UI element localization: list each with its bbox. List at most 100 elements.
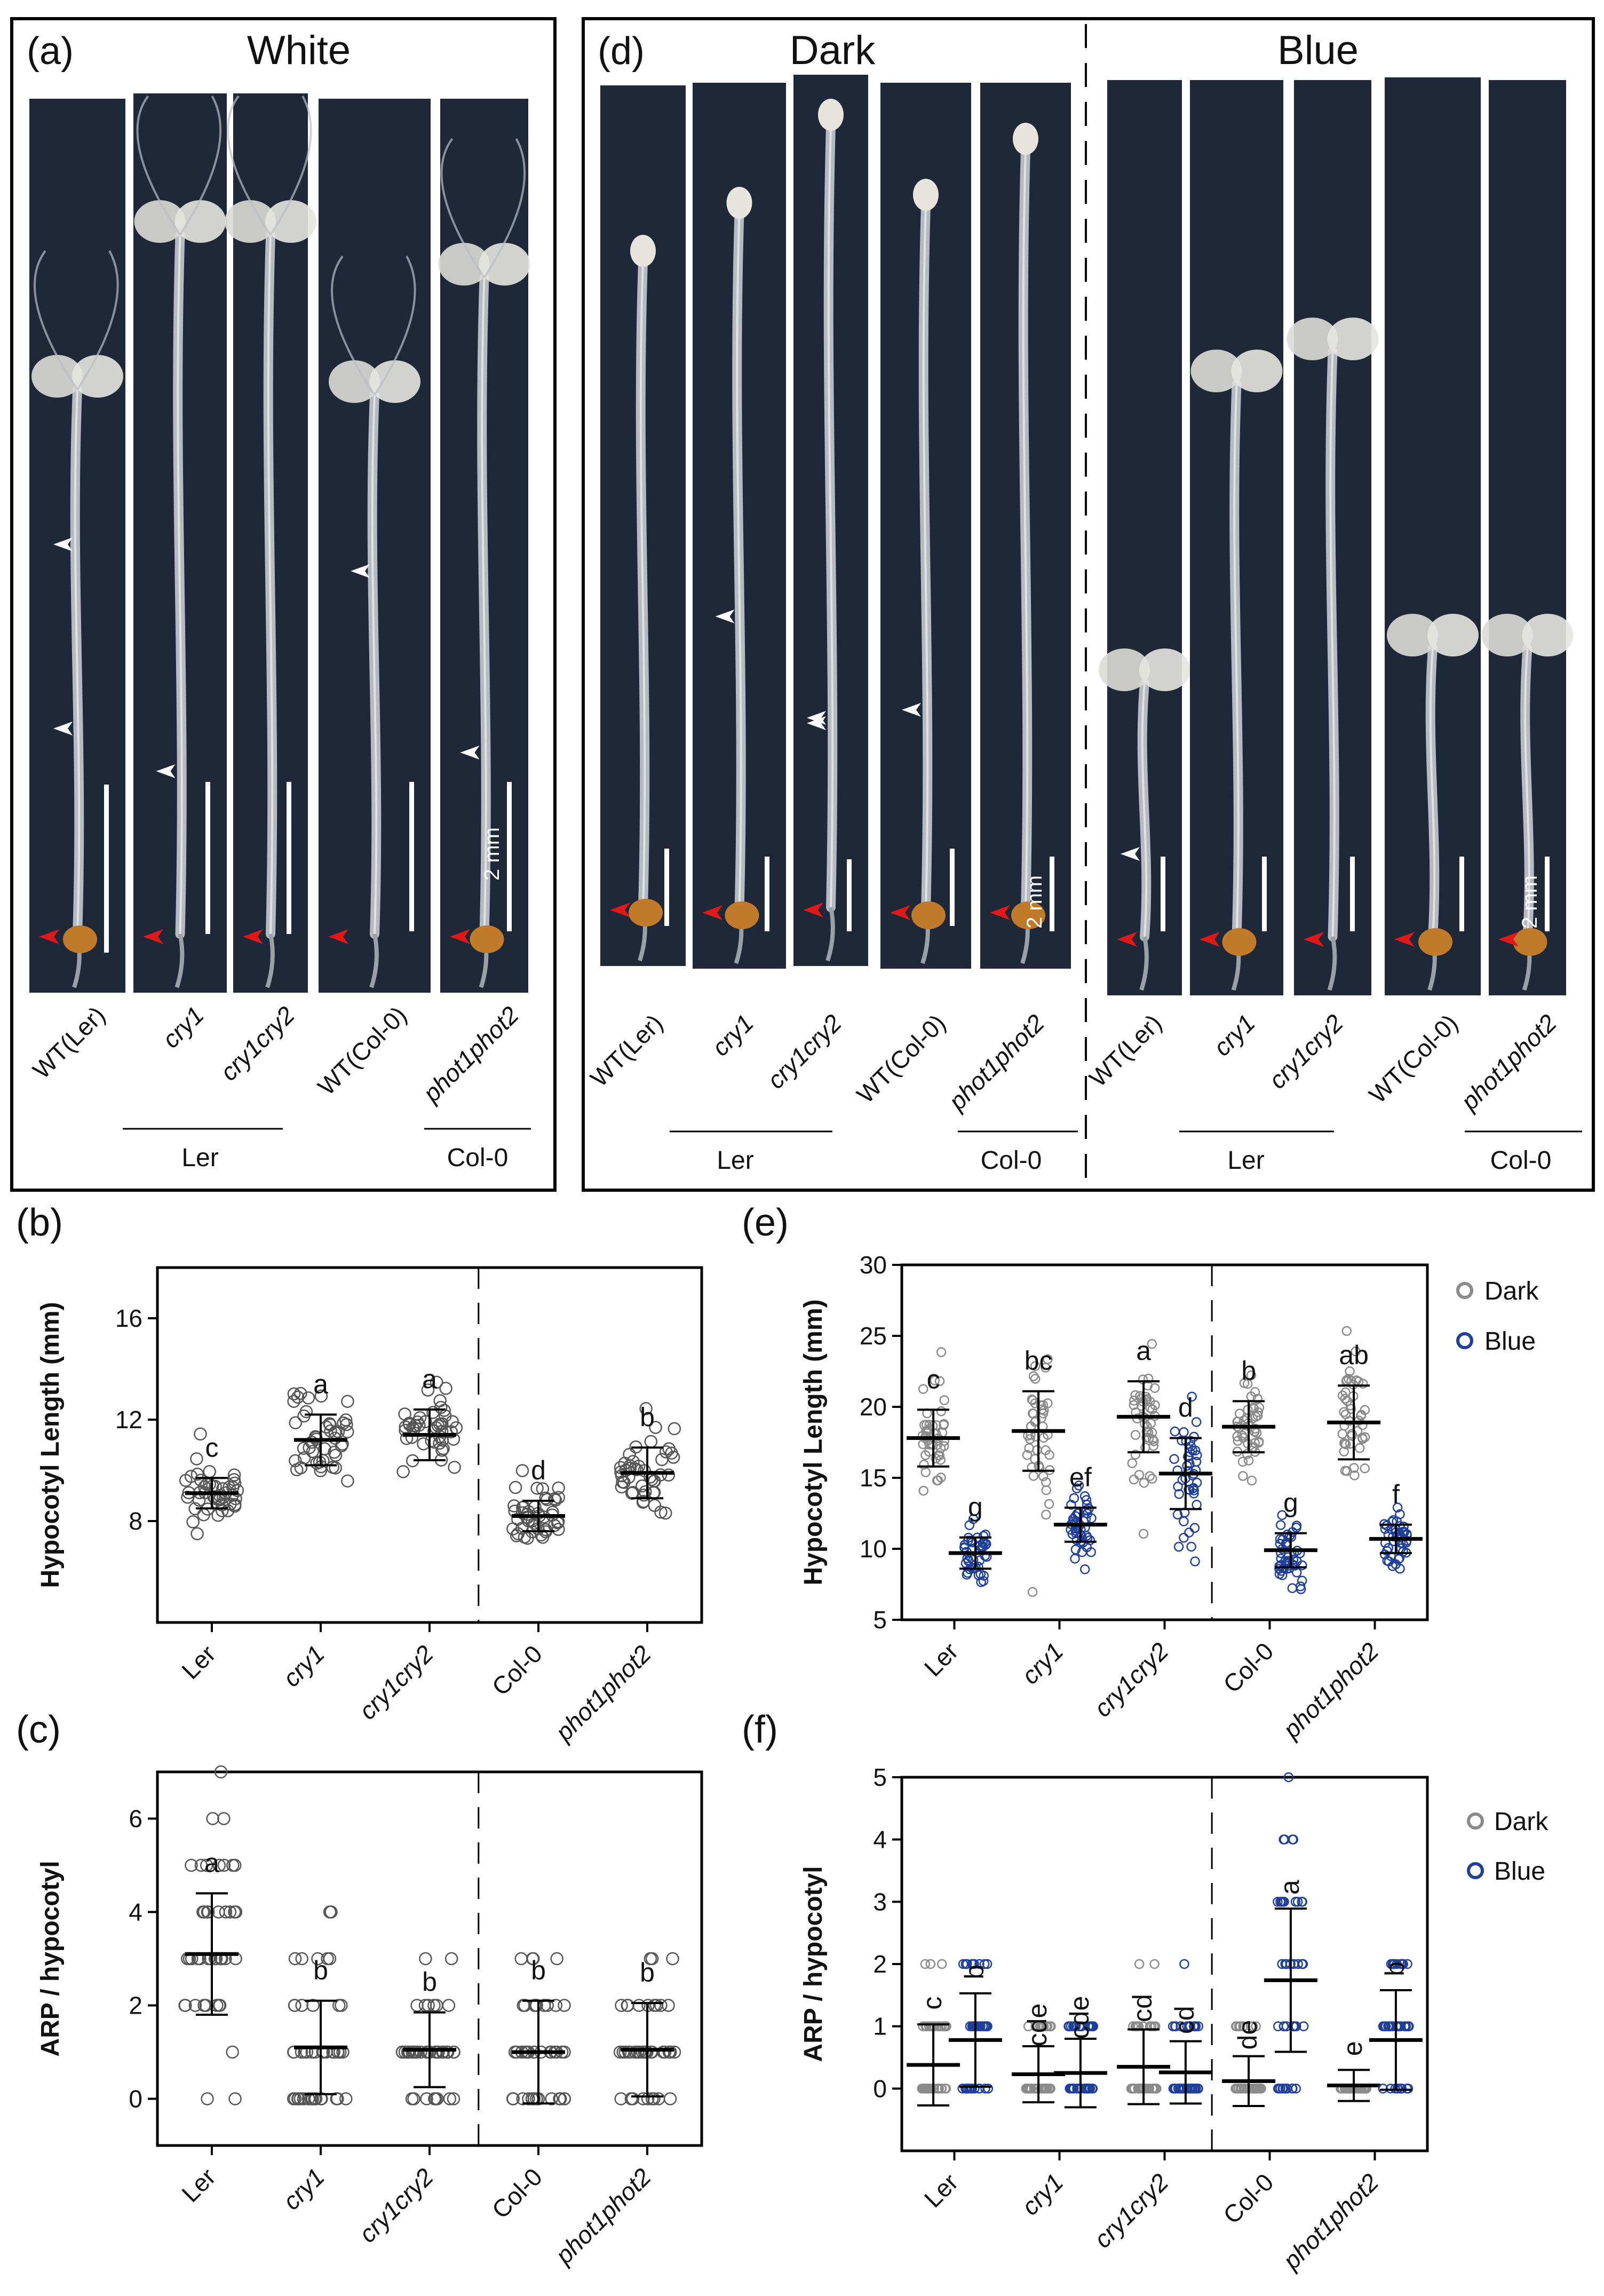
data-point	[227, 1468, 241, 1482]
data-point	[402, 1416, 416, 1430]
data-point	[1136, 2084, 1146, 2094]
red-arrowhead	[143, 929, 163, 944]
data-point	[1340, 1409, 1351, 1420]
y-tick-label: 25	[860, 1322, 887, 1350]
data-point	[228, 2092, 242, 2105]
data-point	[1179, 1959, 1189, 1969]
genotype-label: cry1cry2	[1263, 1009, 1348, 1094]
apical-hook	[913, 179, 939, 211]
data-point	[1070, 1554, 1080, 1564]
data-point	[1275, 1897, 1285, 1907]
hypocotyl-highlight	[1329, 352, 1336, 937]
data-point	[430, 1999, 443, 2012]
data-point	[215, 1498, 229, 1512]
data-point	[926, 2084, 936, 2094]
data-point	[1044, 1499, 1054, 1509]
data-point	[186, 1515, 200, 1529]
data-point	[983, 2084, 994, 2094]
chart-b: 8 12 16 Hypocotyl Length (mm) Ler cry1 cry1cry…	[36, 1266, 703, 1747]
data-point	[1190, 2021, 1201, 2031]
data-point	[1130, 1390, 1140, 1400]
data-point	[511, 1527, 525, 1541]
data-point	[1147, 1339, 1157, 1349]
data-point	[554, 2092, 567, 2105]
data-point	[1191, 1417, 1202, 1427]
data-point	[178, 1999, 192, 2012]
data-point	[1128, 2021, 1138, 2031]
data-point	[1290, 1897, 1301, 1907]
data-point	[1279, 2021, 1289, 2031]
leaf-outline	[179, 96, 222, 236]
red-arrowhead	[1498, 932, 1519, 947]
data-point	[398, 1407, 411, 1421]
data-point	[614, 1461, 628, 1475]
data-point	[1193, 2021, 1204, 2031]
red-arrowhead	[450, 929, 470, 944]
data-point	[1138, 1529, 1149, 1539]
data-point	[399, 1420, 412, 1434]
leaf-outline	[374, 256, 416, 396]
x-tick-label: phot1phot2	[1277, 2168, 1384, 2275]
data-point	[962, 2084, 972, 2094]
data-point	[314, 1389, 328, 1403]
data-point	[418, 1999, 432, 2012]
genotype-label: cry1	[706, 1009, 759, 1061]
y-axis-label: ARP / hypocotyl	[799, 1866, 828, 2062]
data-point	[1041, 1363, 1051, 1373]
x-tick-label: phot1phot2	[1277, 1637, 1384, 1744]
data-point	[974, 1959, 984, 1969]
data-point	[214, 1765, 228, 1779]
data-point	[1149, 1959, 1160, 1969]
y-tick-label: 20	[860, 1393, 887, 1421]
y-tick-label: 12	[115, 1406, 142, 1434]
red-arrowhead	[1394, 932, 1415, 947]
seed-coat	[63, 925, 97, 953]
data-point	[1026, 2084, 1036, 2094]
data-point	[1041, 1445, 1051, 1455]
red-arrowhead	[702, 905, 722, 920]
data-point	[648, 1474, 661, 1488]
data-point	[1074, 2021, 1084, 2031]
cotyledon	[1287, 318, 1338, 360]
scale-bar	[287, 782, 291, 934]
data-point	[1149, 1383, 1160, 1393]
data-point	[287, 1395, 300, 1408]
genotype-label: WT(Col-0)	[851, 1009, 951, 1109]
data-point	[1179, 2084, 1189, 2094]
data-point	[1150, 2084, 1161, 2094]
red-arrowhead	[610, 902, 630, 917]
data-point	[1168, 2021, 1178, 2031]
y-tick-label: 2	[129, 1992, 142, 2020]
x-tick-label: Ler	[176, 2163, 221, 2207]
data-point	[615, 1999, 628, 2012]
data-point	[1277, 1510, 1287, 1521]
hypocotyl-highlight	[639, 261, 646, 908]
data-point	[613, 2045, 627, 2059]
data-point	[1036, 2084, 1046, 2094]
x-tick-label: cry1cry2	[1089, 2168, 1174, 2253]
leaf-outline	[76, 250, 119, 391]
y-tick-label: 5	[873, 1763, 887, 1791]
cotyledon	[1387, 614, 1438, 656]
data-point	[645, 1952, 659, 1966]
data-point	[1041, 1509, 1051, 1520]
apical-hook	[818, 99, 844, 131]
data-point	[289, 1416, 303, 1430]
seed-coat	[629, 899, 663, 927]
data-point	[203, 1465, 216, 1478]
panel-a-seedling-photos: 2 mm	[29, 93, 530, 993]
data-point	[550, 1952, 563, 1966]
seed-coat	[1222, 928, 1257, 956]
data-point	[188, 1999, 202, 2012]
data-point	[1275, 1534, 1285, 1544]
hypocotyl-highlight	[177, 234, 183, 935]
white-arrowhead	[351, 564, 370, 578]
data-point	[932, 1475, 942, 1486]
data-point	[940, 2084, 950, 2094]
data-point	[419, 1952, 432, 1966]
cotyledon	[1231, 350, 1283, 392]
data-point	[1233, 1436, 1243, 1446]
y-tick-label: 4	[873, 1826, 887, 1854]
data-point	[962, 1959, 972, 1969]
